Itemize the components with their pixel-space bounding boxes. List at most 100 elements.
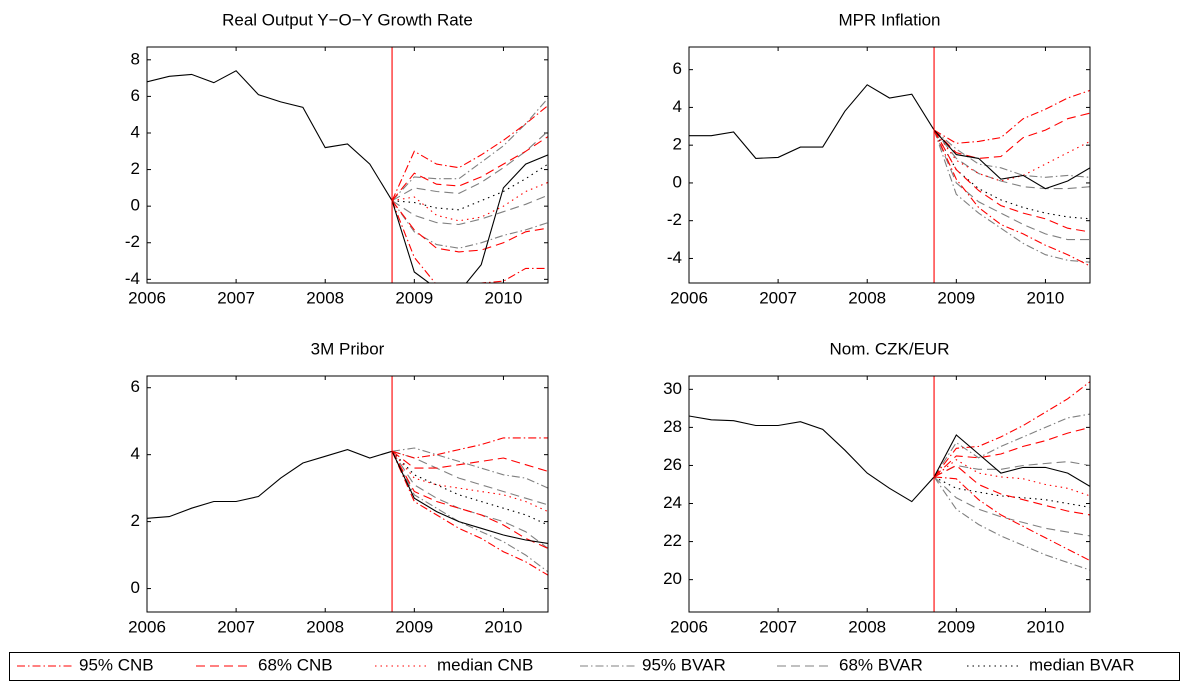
y-tick-label: 6 [131,86,140,105]
forecast-line [933,476,1090,508]
forecast-line [391,451,548,576]
legend-label: 68% BVAR [839,655,923,674]
x-tick-label: 2008 [306,288,344,307]
legend-label: 95% CNB [79,655,154,674]
legend-box [9,652,1180,681]
x-tick-label: 2009 [395,617,433,636]
y-tick-label: 0 [131,196,140,215]
x-tick-label: 2009 [937,288,975,307]
x-tick-label: 2010 [1027,617,1065,636]
forecast-line [391,200,548,283]
y-tick-label: 22 [663,531,682,550]
x-tick-label: 2007 [217,288,255,307]
forecast-line [391,450,548,472]
y-tick-label: -2 [667,210,682,229]
lines [689,84,1090,267]
y-tick-label: -2 [125,232,140,251]
panel: MPR Inflation 2006 2007 2008 2009 2010 -4 -2 0 2 4… [667,10,1091,307]
forecast-line [392,447,548,489]
forecast-line [391,451,548,549]
lines [147,70,548,283]
y-tick-label: 28 [663,417,682,436]
y-tick-label: 0 [131,578,140,597]
forecast-line [391,450,548,513]
legend-label: 68% CNB [258,655,333,674]
plot-area [147,376,548,612]
x-tick-label: 2010 [485,288,523,307]
forecast-line [391,451,548,573]
forecast-line [391,200,548,249]
plot-area [689,47,1090,283]
x-tick-label: 2006 [128,617,166,636]
forecast-line [391,97,548,202]
actual-line [689,415,1090,503]
forecast-line [391,130,548,202]
x-tick-label: 2006 [670,288,708,307]
x-tick-label: 2010 [485,617,523,636]
forecast-line [391,194,548,226]
panel-title: MPR Inflation [838,10,940,29]
axes-box [146,375,549,613]
panel-title: Nom. CZK/EUR [830,339,950,358]
y-tick-label: 20 [663,569,682,588]
panel-title: 3M Pribor [311,339,385,358]
forecast-line [933,476,1090,537]
x-tick-label: 2008 [848,288,886,307]
actual-line [689,84,1090,190]
legend-label: median BVAR [1029,655,1135,674]
x-tick-label: 2008 [848,617,886,636]
forecast-line [933,112,1090,159]
lines [147,437,548,576]
panel: 3M Pribor 2006 2007 2008 2009 2010 0 2 4 6 [128,339,549,636]
forecast-line [933,89,1090,144]
x-tick-label: 2008 [306,617,344,636]
y-tick-label: 2 [131,511,140,530]
y-tick-label: 6 [131,377,140,396]
plot-area [147,47,548,283]
forecast-line [391,200,548,253]
x-tick-label: 2006 [128,288,166,307]
forecast-line [933,129,1090,267]
y-tick-label: 2 [131,159,140,178]
forecast-line [392,181,548,222]
y-tick-label: 2 [673,135,682,154]
forecast-line [933,129,1090,241]
y-tick-label: 4 [673,97,682,116]
forecast-line [933,461,1090,478]
axes-box [146,46,549,284]
y-tick-label: 8 [131,49,140,68]
axes-box [688,46,1091,284]
x-tick-label: 2009 [937,617,975,636]
forecast-line [933,129,1090,178]
y-tick-label: 4 [131,122,140,141]
y-tick-label: 4 [131,444,140,463]
y-tick-label: 6 [673,59,682,78]
x-tick-label: 2007 [759,288,797,307]
actual-line [147,449,548,544]
y-tick-label: 0 [673,172,682,191]
plot-area [689,376,1090,612]
forecast-line [391,437,548,459]
x-tick-label: 2010 [1027,288,1065,307]
forecast-line [933,426,1090,478]
axes-box [688,375,1091,613]
legend-label: median CNB [437,655,533,674]
x-tick-label: 2007 [217,617,255,636]
actual-line [147,70,548,283]
y-tick-label: 26 [663,455,682,474]
x-tick-label: 2006 [670,617,708,636]
forecast-line [933,381,1090,478]
legend-label: 95% BVAR [642,655,726,674]
y-tick-label: -4 [125,269,140,288]
forecast-line [933,464,1090,516]
forecast-line [391,105,548,201]
forecast-line [933,413,1090,478]
forecast-line [933,476,1090,571]
y-tick-label: -4 [667,248,682,267]
panel: Real Output Y−O−Y Growth Rate 2006 2007 200… [125,10,549,307]
panel-title: Real Output Y−O−Y Growth Rate [222,10,473,29]
legend: 95% CNB 68% CNB median CNB 95% BVAR 68% BVAR… [9,652,1180,681]
y-tick-label: 24 [663,493,682,512]
y-tick-label: 30 [663,379,682,398]
